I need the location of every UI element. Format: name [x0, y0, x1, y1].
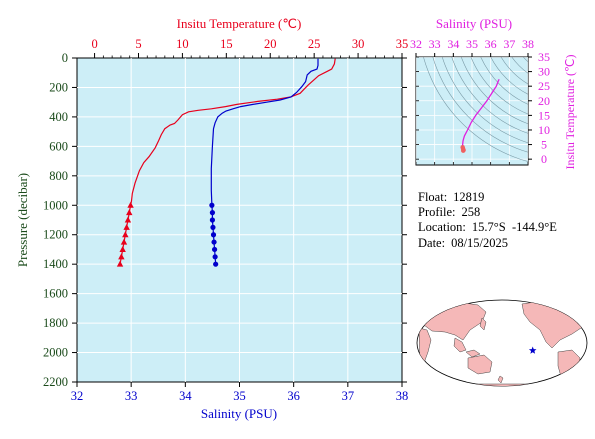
float-value: 12819 [453, 190, 485, 204]
location-row: Location: 15.7°S -144.9°E [418, 220, 557, 235]
temperature-point [118, 253, 125, 260]
temperature-point [126, 209, 133, 216]
density-isopleth [562, 11, 574, 23]
salinity-point [213, 261, 219, 267]
x-top-tick-label: 15 [220, 37, 233, 51]
y-tick-label: 1600 [43, 287, 68, 301]
density-isopleth [535, 0, 595, 50]
world-map [416, 299, 588, 387]
ts-top-tick-label: 32 [410, 37, 422, 51]
x-top-tick-label: 5 [135, 37, 141, 51]
salinity-point [211, 239, 217, 245]
main-plot-ticks: 0200400600800100012001400160018002000220… [43, 37, 408, 403]
temperature-point [116, 260, 124, 267]
y-tick-label: 1000 [43, 198, 68, 212]
x-bottom-tick-label: 36 [287, 389, 300, 403]
salinity-point [211, 246, 218, 253]
location-label: Location: [418, 220, 466, 235]
ts-right-axis-title: Insitu Temperature (℃) [563, 54, 577, 169]
y-tick-label: 2200 [43, 375, 68, 389]
x-top-tick-label: 20 [264, 37, 277, 51]
x-top-tick-label: 0 [91, 37, 97, 51]
x-top-tick-label: 35 [396, 37, 409, 51]
main-profile-plot: 0200400600800100012001400160018002000220… [15, 16, 408, 421]
star-icon [528, 346, 537, 354]
density-isopleth [544, 0, 592, 41]
x-bottom-tick-label: 32 [71, 389, 84, 403]
ts-top-tick-label: 35 [466, 37, 478, 51]
date-label: Date: [418, 235, 446, 250]
ts-right-tick-label: 15 [538, 108, 550, 122]
ts-deep-point [461, 148, 466, 153]
salinity-point [209, 217, 216, 223]
temperature-point [120, 238, 128, 245]
main-plot-grid [77, 58, 402, 382]
float-label: Float: [418, 190, 448, 204]
location-value: 15.7°S -144.9°E [471, 220, 557, 235]
ts-top-tick-label: 34 [447, 37, 459, 51]
ts-right-tick-label: 35 [538, 50, 550, 64]
profile-value: 258 [461, 205, 481, 220]
salinity-point [210, 232, 217, 238]
density-isopleth [526, 0, 595, 59]
ts-plot-content [416, 0, 595, 165]
ts-top-tick-label: 36 [485, 37, 497, 51]
profile-label: Profile: [418, 205, 456, 220]
ts-top-axis-title: Salinity (PSU) [436, 16, 512, 31]
temperature-point [119, 245, 126, 252]
date-row: Date: 08/15/2025 [418, 236, 557, 251]
ts-right-tick-label: 25 [538, 79, 550, 93]
temperature-point [122, 231, 129, 238]
float-location-marker [528, 346, 537, 354]
ts-top-tick-label: 38 [522, 37, 534, 51]
bottom-axis-title: Salinity (PSU) [201, 406, 277, 421]
ts-right-tick-label: 10 [538, 123, 550, 137]
y-tick-label: 400 [49, 110, 68, 124]
profile-row: Profile: 258 [418, 205, 557, 220]
y-tick-label: 600 [49, 139, 68, 153]
salinity-point [209, 202, 215, 208]
density-isopleth [517, 0, 595, 68]
ts-right-tick-label: 30 [538, 65, 550, 79]
salinity-point [212, 254, 218, 260]
float-row: Float: 12819 [418, 190, 557, 205]
y-axis-title: Pressure (decibar) [15, 173, 30, 267]
ts-right-tick-label: 0 [541, 152, 547, 166]
density-isopleth [553, 2, 583, 32]
salinity-point [209, 210, 216, 216]
x-top-tick-label: 30 [352, 37, 365, 51]
ts-top-tick-label: 33 [429, 37, 441, 51]
y-tick-label: 0 [62, 51, 68, 65]
y-tick-label: 2000 [43, 346, 68, 360]
x-bottom-tick-label: 38 [396, 389, 409, 403]
temperature-point [123, 223, 130, 230]
salinity-point [210, 224, 216, 230]
x-bottom-tick-label: 37 [342, 389, 355, 403]
date-value: 08/15/2025 [451, 235, 509, 250]
top-axis-title: Insitu Temperature (℃) [177, 16, 302, 31]
y-tick-label: 800 [49, 169, 68, 183]
y-tick-label: 1400 [43, 257, 68, 271]
x-top-tick-label: 25 [308, 37, 321, 51]
ts-right-tick-label: 5 [541, 138, 547, 152]
y-tick-label: 200 [49, 80, 68, 94]
temperature-point [127, 201, 134, 208]
ts-right-tick-label: 20 [538, 94, 550, 108]
float-info-panel: Float: 12819 Profile: 258 Location: 15.7°S … [418, 190, 557, 251]
ts-top-tick-label: 37 [503, 37, 515, 51]
y-tick-label: 1200 [43, 228, 68, 242]
x-bottom-tick-label: 34 [179, 389, 192, 403]
temperature-point [124, 216, 132, 223]
x-bottom-tick-label: 35 [233, 389, 246, 403]
main-plot-series [116, 58, 336, 267]
x-top-tick-label: 10 [176, 37, 189, 51]
x-bottom-tick-label: 33 [125, 389, 138, 403]
y-tick-label: 1800 [43, 316, 68, 330]
